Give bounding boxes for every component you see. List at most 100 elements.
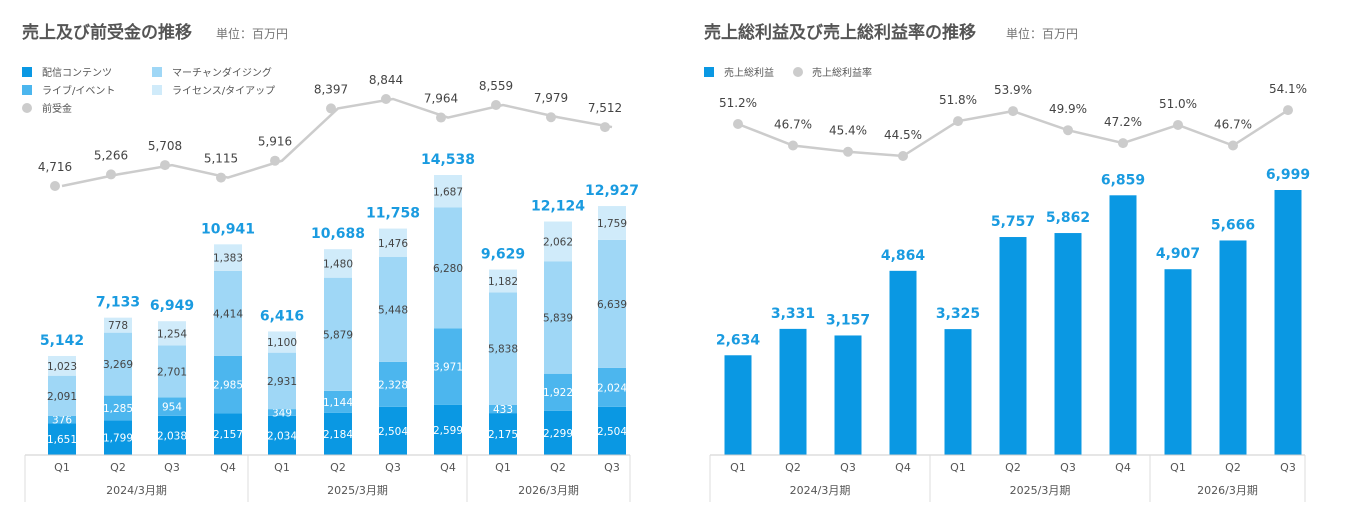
legend-label: 売上総利益	[724, 66, 774, 79]
bar-segment-label: 2,038	[157, 430, 187, 442]
right-chart-unit: 単位：百万円	[1006, 26, 1078, 41]
bar-segment	[104, 317, 132, 333]
bar-total-label: 10,941	[201, 221, 255, 237]
bar-segment	[598, 406, 626, 455]
bar-segment	[379, 228, 407, 258]
bar	[1274, 190, 1302, 455]
legend-label: ライセンス/タイアップ	[172, 85, 275, 97]
bar-segment-label: 5,838	[488, 344, 518, 356]
x-tick-label: Q1	[495, 461, 511, 474]
legend-label: 売上総利益率	[812, 66, 872, 79]
bar-segment	[268, 409, 296, 416]
bar-segment	[214, 270, 242, 356]
legend-swatch	[22, 85, 32, 95]
legend-label: 前受金	[42, 102, 72, 115]
bar-segment	[214, 413, 242, 455]
line-point-label: 7,512	[588, 101, 622, 115]
x-group-label: 2025/3月期	[327, 484, 388, 497]
x-tick-label: Q1	[274, 461, 290, 474]
bar-segment	[379, 406, 407, 455]
line-point-label: 4,716	[38, 160, 72, 174]
bar-total-label: 5,142	[40, 333, 84, 349]
line-point-label: 46.7%	[774, 118, 812, 132]
bar	[779, 328, 807, 455]
bar-segment-label: 1,651	[47, 434, 77, 446]
x-group-label: 2024/3月期	[790, 484, 851, 497]
bar-value-label: 4,907	[1156, 246, 1200, 262]
bar-segment	[104, 420, 132, 455]
bar-segment-label: 5,839	[543, 312, 573, 324]
bar-total-label: 11,758	[366, 206, 420, 222]
bar-segment	[268, 331, 296, 353]
bar-segment	[48, 375, 76, 416]
bar-segment	[544, 410, 572, 455]
bar	[1164, 269, 1192, 455]
left-chart-title: 売上及び前受金の推移	[22, 22, 192, 43]
x-tick-label: Q2	[550, 461, 566, 474]
bar	[724, 355, 752, 455]
bar-segment-label: 2,599	[433, 425, 463, 437]
line-point	[436, 112, 446, 123]
line-point-label: 49.9%	[1049, 102, 1087, 116]
bar-segment-label: 2,299	[543, 428, 573, 440]
line-point	[546, 112, 556, 123]
bar-segment-label: 5,879	[323, 329, 353, 341]
bar-segment-label: 1,383	[213, 253, 243, 265]
bar-total-label: 12,927	[585, 183, 639, 199]
right-chart-title: 売上総利益及び売上総利益率の推移	[704, 22, 976, 43]
bar-segment	[214, 244, 242, 271]
x-tick-label: Q3	[604, 461, 620, 474]
bar-segment-label: 1,476	[378, 238, 408, 250]
bar-segment	[48, 355, 76, 376]
legend-swatch	[704, 67, 714, 77]
bar-segment-label: 2,091	[47, 391, 77, 403]
bar-segment-label: 6,280	[433, 263, 463, 275]
x-tick-label: Q1	[54, 461, 70, 474]
x-tick-label: Q1	[1170, 461, 1186, 474]
bar-segment-label: 349	[272, 407, 292, 419]
x-tick-label: Q3	[840, 461, 856, 474]
line-point	[270, 155, 280, 166]
line-point-label: 7,979	[534, 91, 568, 105]
line-point	[160, 160, 170, 171]
line-point	[1173, 119, 1183, 130]
bar-segment-label: 2,157	[213, 429, 243, 441]
bar-segment	[214, 355, 242, 414]
bar-segment-label: 4,414	[213, 308, 243, 320]
line-point-label: 47.2%	[1104, 115, 1142, 129]
bar-segment-label: 954	[162, 402, 182, 414]
x-tick-label: Q2	[330, 461, 346, 474]
bar-value-label: 4,864	[881, 248, 926, 264]
x-tick-label: Q2	[785, 461, 801, 474]
bar-segment	[324, 390, 352, 413]
bar-segment	[324, 412, 352, 455]
x-tick-label: Q2	[110, 461, 126, 474]
bar-value-label: 6,859	[1101, 172, 1145, 188]
line-point-label: 5,916	[258, 135, 292, 149]
x-group-label: 2025/3月期	[1010, 484, 1071, 497]
bar-total-label: 6,949	[150, 298, 194, 314]
bar-segment-label: 376	[52, 415, 72, 427]
bar-segment	[489, 404, 517, 414]
bar-segment-label: 2,328	[378, 379, 408, 391]
x-tick-label: Q4	[1115, 461, 1131, 474]
bar-segment	[544, 261, 572, 374]
line-point	[898, 151, 908, 162]
bar-total-label: 6,416	[260, 308, 304, 324]
x-tick-label: Q3	[385, 461, 401, 474]
bar-segment	[434, 207, 462, 329]
legend-marker	[22, 103, 32, 113]
bar-segment-label: 1,759	[597, 218, 627, 230]
bar-total-label: 12,124	[531, 199, 585, 215]
bar	[999, 237, 1027, 455]
bar-segment-label: 2,175	[488, 429, 518, 441]
bar-segment-label: 1,285	[103, 403, 133, 415]
bar-segment	[268, 352, 296, 410]
x-tick-label: Q3	[1060, 461, 1076, 474]
bar-segment	[158, 415, 186, 455]
line-point	[1063, 125, 1073, 136]
legend-swatch	[152, 85, 162, 95]
line-series-前受金	[61, 97, 613, 188]
bar-total-label: 10,688	[311, 226, 365, 242]
